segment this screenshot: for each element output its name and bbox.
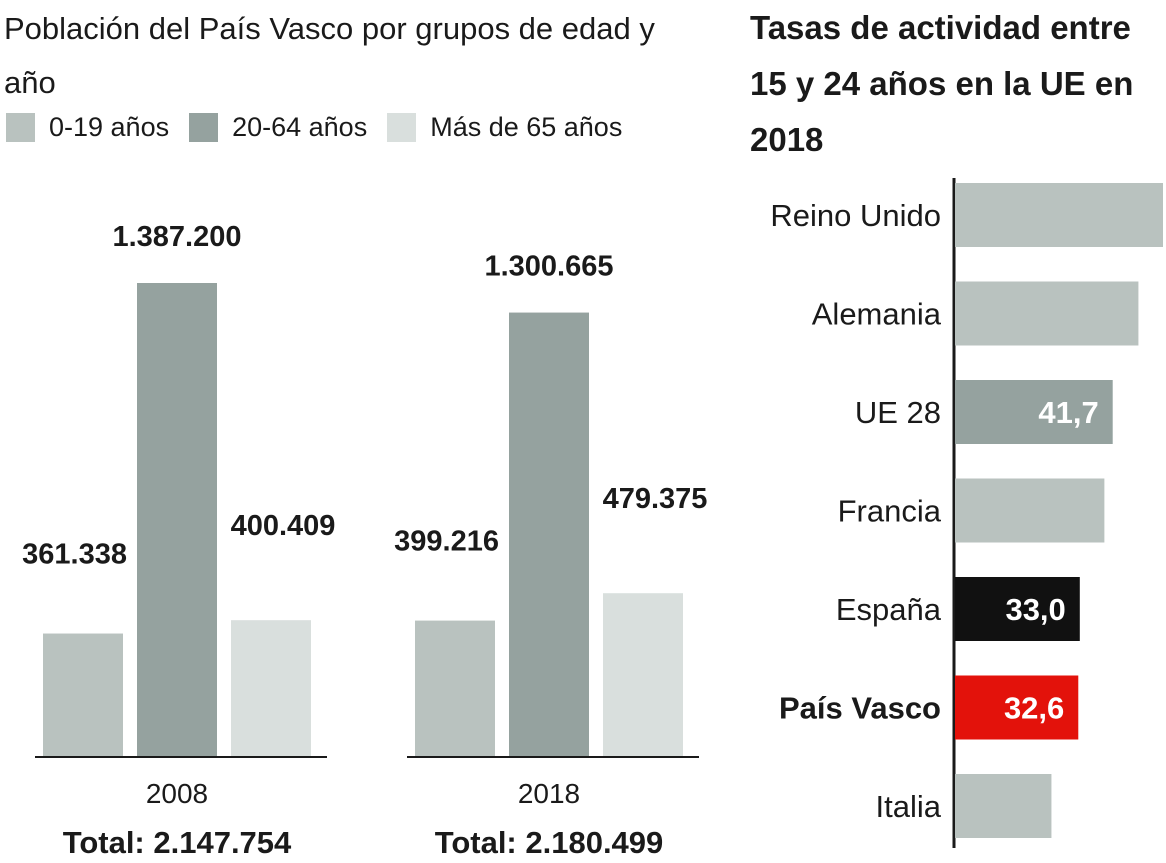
x-tick-label-2008: 2008 xyxy=(146,778,208,809)
legend-swatch-20-64 xyxy=(189,113,219,142)
hbar-value-label-ue-28: 41,7 xyxy=(1038,395,1098,430)
hbar-category-label-ue-28: UE 28 xyxy=(855,395,941,430)
hbar-category-label-alemania: Alemania xyxy=(812,297,942,332)
hbar-alemania xyxy=(955,281,1139,346)
bar-value-label-2008-series-0: 361.338 xyxy=(22,539,127,571)
hbar-category-label-españa: España xyxy=(836,592,942,627)
hbar-país-vasco xyxy=(955,675,1079,740)
bar-value-label-2018-series-2: 479.375 xyxy=(603,483,708,515)
left-chart-title: Población del País Vasco por grupos de e… xyxy=(4,11,655,100)
hbar-francia xyxy=(955,478,1105,543)
legend-item-20-64: 20-64 años xyxy=(189,112,367,143)
legend-item-65: Más de 65 años xyxy=(387,112,622,143)
bar-2008-series-0 xyxy=(43,633,123,757)
bar-value-label-2008-series-1: 1.387.200 xyxy=(112,221,241,253)
bar-value-label-2008-series-2: 400.409 xyxy=(231,510,336,542)
legend-label-0-19: 0-19 años xyxy=(49,112,170,142)
legend-label-20-64: 20-64 años xyxy=(232,112,368,142)
total-label-2018: Total: 2.180.499 xyxy=(435,825,664,860)
hbar-italia xyxy=(955,774,1052,838)
bar-2008-series-1 xyxy=(137,283,217,757)
bar-value-label-2018-series-1: 1.300.665 xyxy=(484,251,613,283)
hbar-category-label-francia: Francia xyxy=(838,494,942,529)
legend-label-65: Más de 65 años xyxy=(430,112,623,142)
x-tick-label-2018: 2018 xyxy=(518,778,580,809)
legend: 0-19 años 20-64 años Más de 65 años xyxy=(6,112,642,143)
bar-2008-series-2 xyxy=(231,620,311,757)
legend-swatch-0-19 xyxy=(6,113,35,142)
total-label-2008: Total: 2.147.754 xyxy=(63,825,292,860)
bar-2018-series-2 xyxy=(603,593,683,757)
hbar-españa xyxy=(955,577,1080,641)
legend-item-0-19: 0-19 años xyxy=(6,112,169,143)
bar-2018-series-1 xyxy=(509,312,589,757)
right-chart-title: Tasas de actividad entre 15 y 24 años en… xyxy=(750,9,1134,158)
bar-2018-series-0 xyxy=(415,620,495,757)
hbar-reino-unido xyxy=(955,183,1163,247)
legend-swatch-65 xyxy=(387,113,417,142)
hbar-category-label-reino-unido: Reino Unido xyxy=(770,198,941,233)
hbar-ue-28 xyxy=(955,380,1113,444)
hbar-value-label-país-vasco: 32,6 xyxy=(1004,691,1064,726)
hbar-category-label-italia: Italia xyxy=(876,789,942,824)
bar-value-label-2018-series-0: 399.216 xyxy=(394,526,499,558)
hbar-value-label-españa: 33,0 xyxy=(1005,592,1065,627)
hbar-category-label-país-vasco: País Vasco xyxy=(779,691,941,726)
